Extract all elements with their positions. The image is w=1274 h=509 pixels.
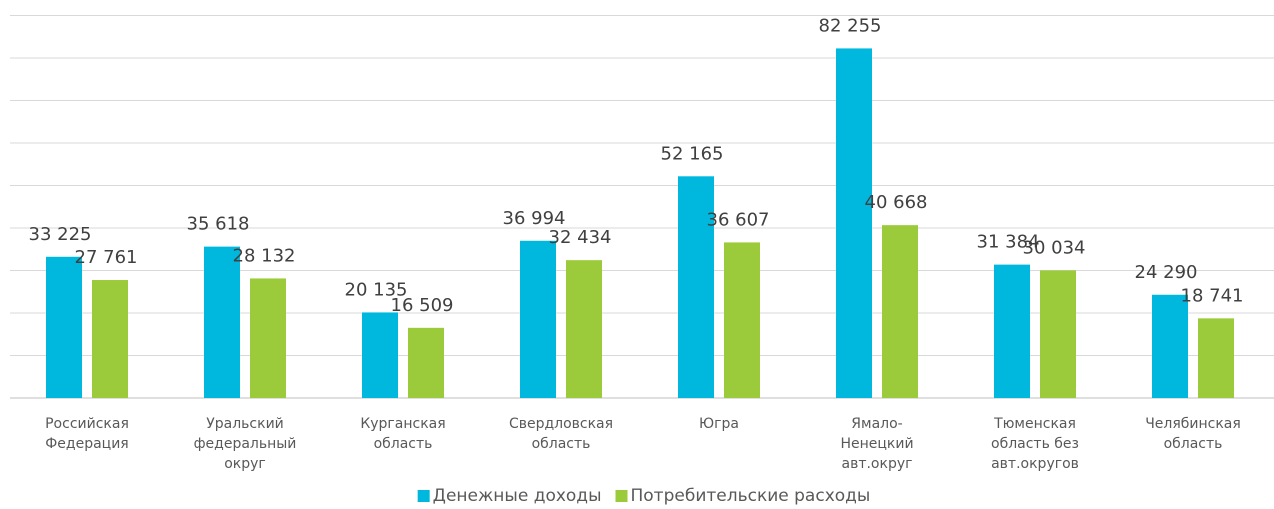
bar: [566, 260, 602, 398]
bar: [204, 246, 240, 398]
bar: [1198, 318, 1234, 398]
x-tick-label: Тюменская область без авт.округов: [991, 416, 1079, 472]
value-label: 18 741: [1181, 285, 1244, 306]
value-label: 36 994: [503, 208, 566, 229]
x-tick-label: Югра: [699, 416, 739, 432]
x-tick-label: Свердловская область: [509, 416, 613, 452]
value-label: 27 761: [75, 247, 138, 268]
bar: [836, 48, 872, 398]
bar: [520, 240, 556, 398]
bar: [994, 264, 1030, 398]
value-label: 20 135: [345, 279, 408, 300]
value-label: 24 290: [1135, 262, 1198, 283]
x-tick-label: Челябинская область: [1145, 416, 1241, 452]
bar: [1152, 294, 1188, 398]
legend-swatch: [417, 490, 430, 502]
bar: [678, 176, 714, 398]
bar: [362, 312, 398, 398]
bar: [92, 280, 128, 398]
value-label: 33 225: [29, 224, 92, 245]
x-tick-label: Уральский федеральный округ: [194, 416, 297, 472]
value-label: 35 618: [187, 214, 250, 235]
value-label: 30 034: [1023, 237, 1086, 258]
bar: [46, 256, 82, 398]
value-label: 32 434: [549, 227, 612, 248]
value-label: 82 255: [819, 15, 882, 36]
x-tick-label: Курганская область: [360, 416, 445, 452]
value-label: 36 607: [707, 209, 770, 230]
legend-label: Потребительские расходы: [630, 486, 870, 506]
bar: [250, 278, 286, 398]
value-label: 40 668: [865, 192, 928, 213]
value-label: 28 132: [233, 245, 296, 266]
bar: [1040, 270, 1076, 398]
legend-swatch: [615, 490, 628, 502]
value-label: 52 165: [661, 143, 724, 164]
bar: [882, 225, 918, 398]
value-label: 31 384: [977, 232, 1040, 253]
legend: Денежные доходы Потребительские расходы: [417, 486, 870, 506]
bar: [408, 327, 444, 398]
bar: [724, 242, 760, 398]
x-tick-label: Российская Федерация: [45, 416, 129, 452]
x-tick-label: Ямало-Ненецкий авт.округ: [840, 416, 913, 472]
value-label: 16 509: [391, 295, 454, 316]
legend-label: Денежные доходы: [433, 486, 602, 506]
